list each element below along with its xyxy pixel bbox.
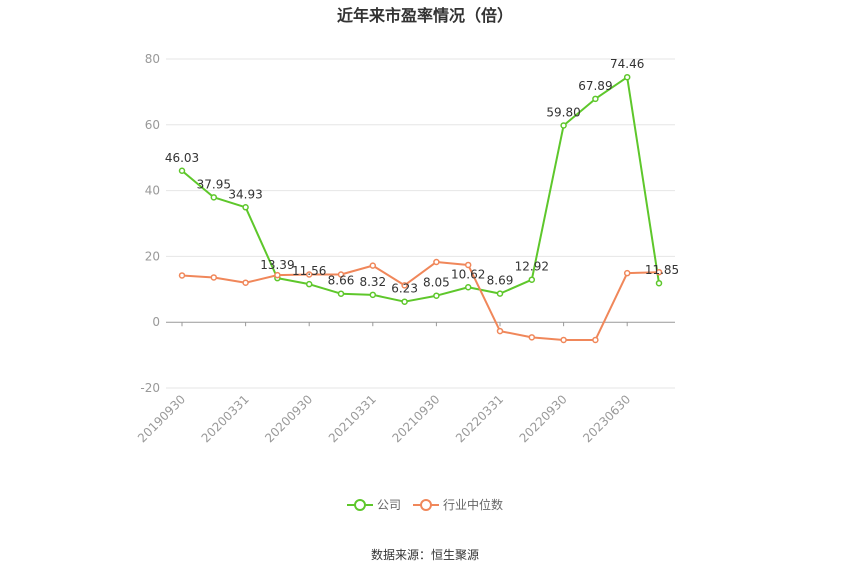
data-point	[528, 334, 536, 341]
data-point	[401, 282, 408, 289]
data-label: 59.80	[546, 105, 580, 119]
legend-swatch	[346, 498, 373, 511]
x-tick-label: 20230630	[580, 392, 633, 445]
data-label: 37.95	[197, 177, 231, 191]
data-point	[178, 272, 186, 279]
data-point	[623, 269, 631, 277]
data-label: 11.85	[645, 263, 679, 277]
series-lines	[181, 76, 660, 341]
data-label: 34.93	[228, 187, 262, 201]
data-label: 12.92	[515, 260, 549, 274]
y-tick-label: 20	[145, 249, 160, 263]
data-point	[401, 298, 408, 305]
data-point	[274, 271, 281, 279]
data-label: 8.69	[487, 274, 514, 288]
data-label: 67.89	[578, 79, 612, 93]
data-point	[433, 258, 440, 266]
x-tick-label: 20200930	[262, 392, 315, 445]
data-label: 6.23	[391, 282, 418, 296]
data-point	[369, 262, 377, 269]
data-point	[655, 279, 663, 287]
data-label: 11.56	[292, 264, 326, 278]
legend-item[interactable]: 行业中位数	[413, 496, 503, 513]
data-point	[337, 271, 345, 278]
y-tick-label: 0	[152, 315, 160, 329]
data-point	[242, 279, 249, 286]
y-tick-label: 60	[145, 118, 160, 132]
grid-lines	[166, 58, 675, 389]
data-point	[496, 327, 504, 335]
chart-title: 近年来市盈率情况（倍）	[336, 6, 513, 25]
x-tick-label: 20220930	[517, 392, 570, 445]
x-tick-label: 20210930	[389, 392, 442, 445]
data-label: 13.39	[260, 258, 294, 272]
data-point	[369, 291, 377, 299]
data-point	[433, 292, 440, 299]
data-label: 46.03	[165, 151, 199, 165]
data-label: 8.05	[423, 276, 450, 290]
data-label: 10.62	[451, 267, 485, 281]
data-point	[592, 95, 599, 103]
data-label: 74.46	[610, 57, 644, 71]
data-label: 8.32	[359, 275, 386, 289]
series-line-0	[181, 76, 660, 303]
data-point	[655, 268, 663, 276]
y-tick-label: 40	[145, 184, 160, 198]
x-tick-label: 20190930	[135, 392, 188, 445]
data-points	[178, 73, 663, 344]
data-point	[560, 336, 567, 344]
data-label: 8.66	[328, 274, 355, 288]
legend-label: 公司	[376, 498, 401, 512]
y-tick-label: 80	[145, 52, 160, 66]
x-tick-label: 20220331	[453, 392, 506, 445]
data-point	[242, 204, 249, 211]
data-point	[560, 122, 567, 129]
source-note: 数据来源：恒生聚源	[370, 548, 479, 562]
x-tick-label: 20210331	[326, 392, 379, 445]
y-tick-label: -20	[140, 381, 160, 395]
data-point	[464, 261, 472, 269]
data-point	[305, 271, 313, 278]
legend-label: 行业中位数	[443, 498, 504, 512]
data-point	[305, 280, 313, 288]
data-point	[623, 73, 631, 81]
legend-swatch	[413, 498, 439, 511]
legend-item[interactable]: 公司	[346, 496, 401, 513]
data-point	[496, 290, 504, 297]
data-point	[178, 167, 186, 175]
data-point	[528, 276, 536, 283]
series-line-1	[181, 260, 660, 341]
data-point	[210, 274, 218, 281]
data-point	[337, 290, 345, 297]
x-tick-label: 20200331	[199, 392, 252, 445]
data-point	[592, 336, 599, 344]
legend: 公司 行业中位数	[0, 496, 850, 514]
data-point	[210, 194, 218, 201]
data-point	[464, 284, 472, 291]
